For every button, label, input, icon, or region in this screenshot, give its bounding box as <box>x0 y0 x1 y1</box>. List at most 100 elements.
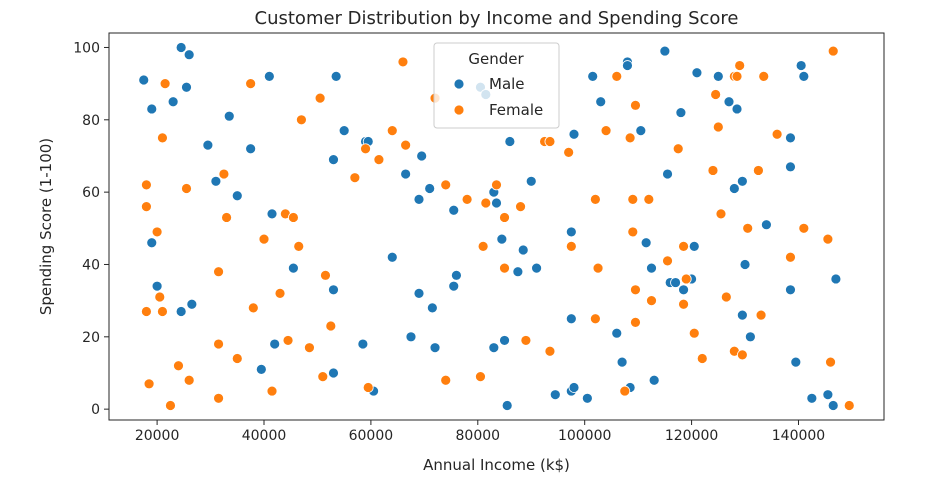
data-point-male <box>231 190 243 202</box>
data-point-male <box>138 74 150 86</box>
legend: Gender Male Female <box>433 42 560 129</box>
data-point-male <box>496 233 508 245</box>
data-point-female <box>630 284 641 296</box>
data-point-male <box>400 168 412 180</box>
data-point-male <box>744 331 756 343</box>
data-point-male <box>565 313 577 325</box>
data-point-female <box>696 353 708 364</box>
data-point-female <box>258 233 270 245</box>
data-point-male <box>587 71 599 82</box>
data-point-female <box>627 193 639 205</box>
data-point-female <box>218 168 230 180</box>
data-point-female <box>627 226 639 238</box>
data-point-male <box>175 42 187 53</box>
y-tick-label: 40 <box>82 257 100 273</box>
data-point-female <box>736 349 748 361</box>
data-point-male <box>830 273 842 285</box>
y-tick-label: 80 <box>82 113 100 129</box>
data-point-male <box>662 168 673 180</box>
data-point-male <box>146 103 158 115</box>
data-point-female <box>563 146 575 158</box>
data-point-female <box>672 143 684 155</box>
data-point-female <box>712 121 724 133</box>
data-point-female <box>282 335 294 346</box>
data-point-female <box>678 298 689 310</box>
data-point-male <box>761 219 772 231</box>
data-point-female <box>600 125 612 137</box>
data-point-female <box>213 266 224 278</box>
data-point-female <box>565 240 577 252</box>
data-point-male <box>712 71 724 82</box>
x-axis-label: Annual Income (k$) <box>423 456 570 474</box>
data-point-male <box>581 392 593 404</box>
data-point-male <box>181 81 192 93</box>
data-point-female <box>183 374 195 386</box>
data-point-female <box>646 295 657 307</box>
data-point-female <box>141 179 152 191</box>
y-tick-label: 20 <box>82 330 100 346</box>
data-point-male <box>635 125 647 137</box>
data-point-female <box>710 89 722 100</box>
data-point-male <box>798 71 810 82</box>
data-point-female <box>544 136 556 147</box>
data-point-female <box>141 201 152 213</box>
data-point-male <box>223 110 235 122</box>
data-point-female <box>499 262 510 274</box>
data-point-female <box>181 183 192 194</box>
data-point-male <box>568 382 580 393</box>
data-point-female <box>154 291 166 303</box>
data-point-male <box>785 161 796 173</box>
data-point-female <box>165 400 176 411</box>
data-point-female <box>688 327 700 339</box>
data-point-female <box>141 306 152 317</box>
data-point-male <box>499 335 510 346</box>
data-point-female <box>630 99 641 111</box>
data-point-male <box>210 175 222 187</box>
data-point-female <box>822 233 834 245</box>
data-point-female <box>157 306 168 317</box>
data-point-female <box>397 56 409 68</box>
data-point-male <box>646 262 657 274</box>
data-point-male <box>263 71 275 82</box>
data-point-male <box>328 367 339 379</box>
data-point-female <box>785 251 796 263</box>
data-point-male <box>739 259 751 270</box>
data-point-female <box>825 356 836 368</box>
data-point-female <box>678 240 689 252</box>
data-point-female <box>221 212 232 223</box>
data-point-male <box>675 107 687 118</box>
data-point-male <box>175 306 187 317</box>
data-point-male <box>611 327 623 339</box>
data-point-female <box>373 154 385 165</box>
x-axis-ticks: 20000 40000 60000 80000 100000 120000 140000 <box>135 420 825 444</box>
y-tick-label: 60 <box>82 185 100 201</box>
data-point-female <box>720 291 732 303</box>
data-point-female <box>624 132 636 144</box>
data-point-female <box>213 392 224 404</box>
data-point-female <box>245 78 257 90</box>
data-point-male <box>790 356 802 368</box>
data-point-female <box>589 193 601 205</box>
plot-area <box>108 32 885 421</box>
data-point-male <box>688 240 700 252</box>
data-point-male <box>405 331 417 343</box>
data-point-female <box>611 71 623 82</box>
data-point-male <box>338 125 350 137</box>
data-point-female <box>151 226 163 238</box>
data-point-female <box>317 371 329 382</box>
data-point-female <box>707 165 719 176</box>
legend-marker-female <box>453 104 465 116</box>
data-point-male <box>525 175 537 187</box>
data-point-male <box>670 277 681 288</box>
data-point-male <box>146 237 158 249</box>
data-point-male <box>328 154 339 165</box>
data-point-male <box>448 280 460 292</box>
data-point-male <box>785 132 796 144</box>
y-axis-label: Spending Score (1-100) <box>37 138 55 315</box>
y-axis-ticks: 0 20 40 60 80 100 <box>73 40 109 418</box>
data-point-male <box>827 400 839 411</box>
data-point-female <box>491 179 502 191</box>
data-point-female <box>643 193 655 205</box>
data-point-male <box>451 269 462 281</box>
legend-label-female: Female <box>489 101 543 119</box>
